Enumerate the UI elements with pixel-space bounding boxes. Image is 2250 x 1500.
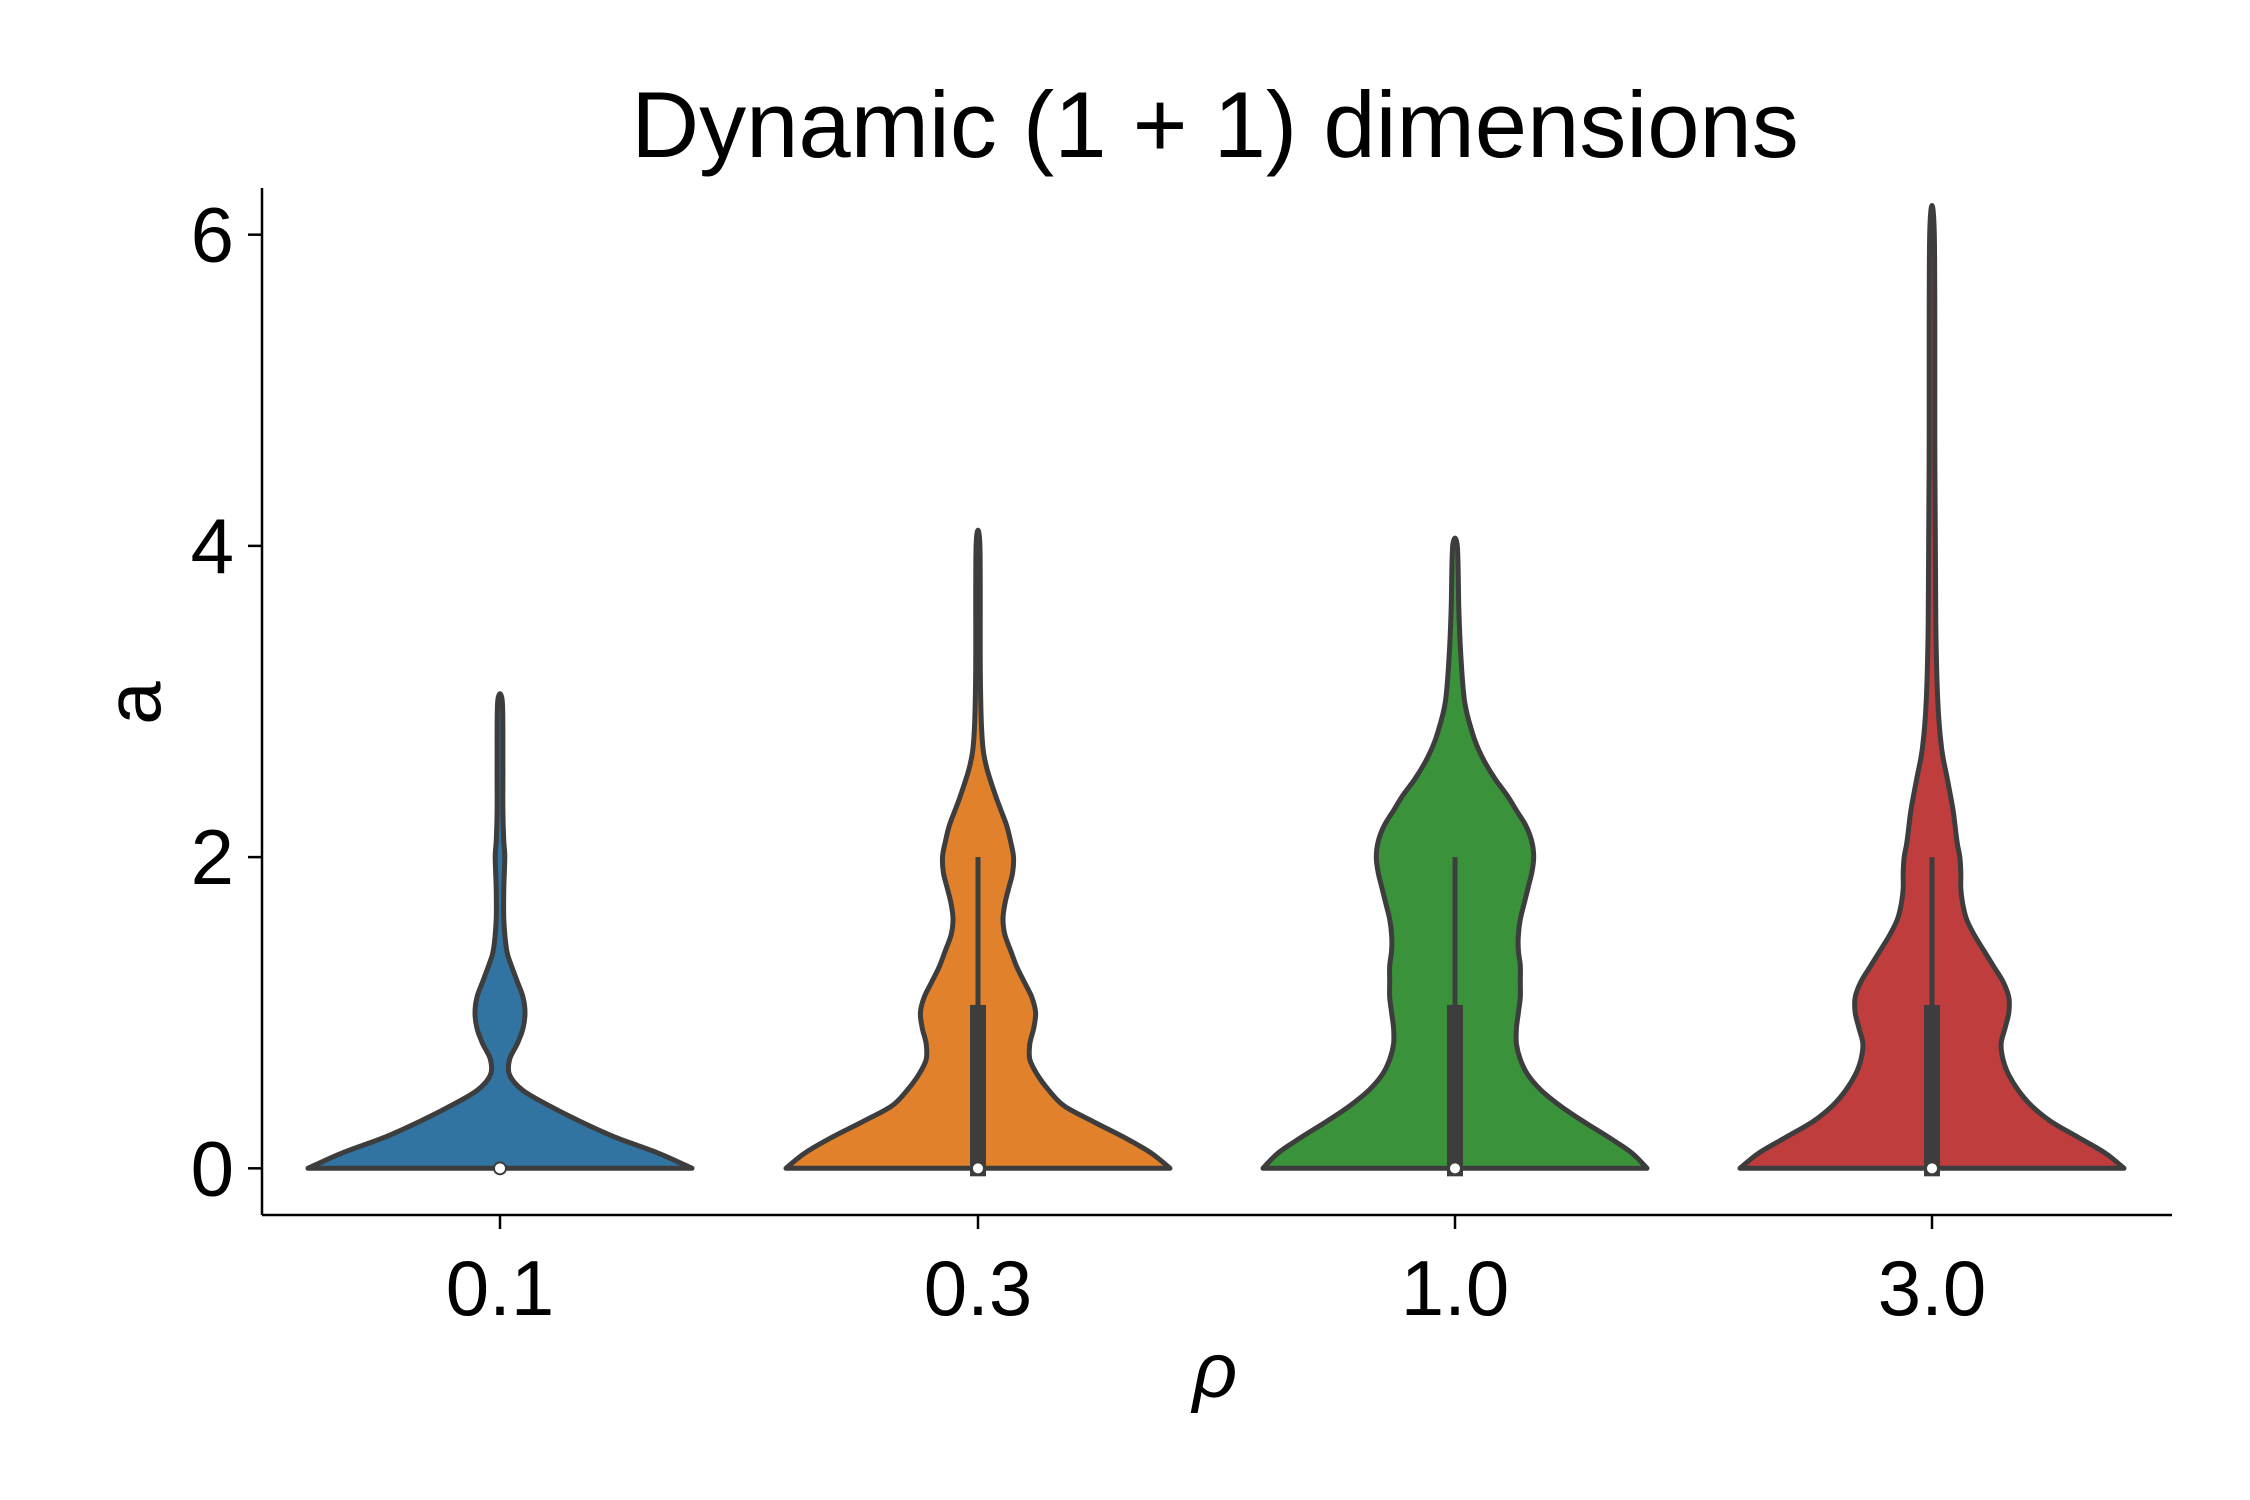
violin-body: [305, 691, 695, 1171]
y-tick-label: 0: [191, 1124, 234, 1212]
x-axis-label: ρ: [1191, 1326, 1238, 1414]
y-tick-label: 4: [191, 502, 234, 590]
y-tick-label: 2: [191, 813, 234, 901]
x-tick-label: 0.3: [924, 1244, 1032, 1332]
violin-median-marker: [1925, 1161, 1939, 1176]
violin-iqr-box: [1924, 1004, 1940, 1177]
x-tick-label: 0.1: [446, 1244, 554, 1332]
violin-median-marker: [971, 1161, 985, 1176]
chart-title: Dynamic (1 + 1) dimensions: [631, 72, 1799, 177]
x-tick-label: 1.0: [1401, 1244, 1509, 1332]
y-tick-label: 6: [191, 191, 234, 279]
axes-group: [260, 188, 2172, 1217]
violin-median-marker: [493, 1161, 507, 1176]
x-ticks-group: 0.1 0.3 1.0 3.0: [446, 1215, 1986, 1332]
y-axis-label: a: [89, 681, 177, 725]
violin-median-marker: [1448, 1161, 1462, 1176]
violin-iqr-box: [970, 1004, 986, 1177]
x-tick-label: 3.0: [1878, 1244, 1986, 1332]
violin-body: [783, 527, 1173, 1171]
y-ticks-group: 0 2 4 6: [191, 191, 262, 1212]
violin-body: [1737, 203, 2127, 1171]
violin-body: [1260, 535, 1650, 1171]
violins-group: [305, 203, 2127, 1177]
violin-iqr-box: [1447, 1004, 1463, 1177]
